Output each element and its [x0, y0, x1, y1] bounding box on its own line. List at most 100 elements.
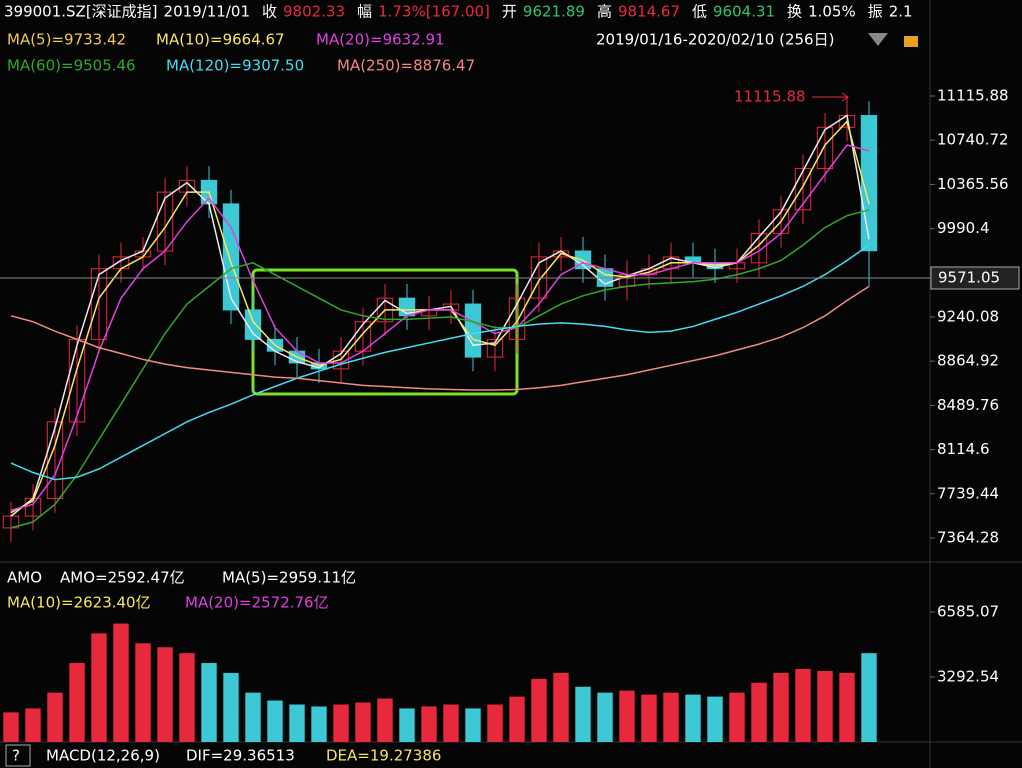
volume-bar — [685, 694, 701, 742]
candle-body — [332, 350, 350, 370]
volume-legend: AMO=2592.47亿 — [60, 569, 185, 587]
volume-bar — [773, 672, 789, 742]
candle-body — [794, 168, 812, 211]
legend-entry: MA(60)=9505.46 — [7, 57, 136, 75]
volume-bar — [377, 698, 393, 742]
volume-bar — [289, 704, 305, 742]
y-tick-label: 8114.6 — [937, 440, 990, 458]
volume-bar — [25, 708, 41, 742]
volume-bar — [421, 706, 437, 742]
header-label: 399001.SZ[深证成指] — [4, 3, 158, 21]
y-tick-label: 8489.76 — [937, 396, 999, 414]
y-tick-label: 10365.56 — [937, 175, 1009, 193]
volume-bar — [465, 708, 481, 742]
volume-bar — [575, 686, 591, 742]
ma-line — [10, 114, 870, 517]
dropdown-icon[interactable] — [868, 33, 888, 46]
header-value: 2019/11/01 — [164, 3, 250, 21]
legend-entry: MA(20)=9632.91 — [316, 31, 445, 49]
volume-bar — [223, 672, 239, 742]
volume-bar — [399, 708, 415, 742]
candle-body — [816, 126, 834, 170]
volume-bar — [641, 694, 657, 742]
max-arrow — [812, 92, 849, 102]
volume-bar — [267, 700, 283, 742]
header-label: 收 — [262, 3, 277, 21]
max-label: 11115.88 — [734, 88, 806, 106]
volume-bar — [311, 706, 327, 742]
volume-bar — [663, 692, 679, 742]
y-tick-label: 9240.08 — [937, 307, 999, 325]
crosshair-box — [930, 266, 1020, 290]
header-label: 低 — [692, 3, 707, 21]
legend-entry: MA(250)=8876.47 — [337, 57, 475, 75]
volume-bar — [553, 672, 569, 742]
header-value: 9621.89 — [523, 3, 585, 21]
header-value: 9814.67 — [618, 3, 680, 21]
plot — [2, 95, 878, 742]
volume-legend: MA(10)=2623.40亿 — [7, 594, 151, 612]
volume-bar — [179, 653, 195, 742]
y-tick-label: 11115.88 — [937, 86, 1009, 104]
volume-bar — [157, 647, 173, 742]
volume-bar — [135, 643, 151, 742]
y-tick-label: 7739.44 — [937, 484, 999, 502]
y-tick-label: 6585.07 — [937, 603, 999, 621]
candle-body — [750, 232, 768, 264]
volume-bar — [47, 692, 63, 742]
legend-entry: MA(5)=9733.42 — [7, 31, 126, 49]
volume-title: AMO — [7, 569, 42, 587]
header-label: 高 — [597, 3, 612, 21]
header-value: 2.1 — [889, 3, 913, 21]
header-label: 开 — [502, 3, 517, 21]
legend-entry: MA(120)=9307.50 — [166, 57, 304, 75]
date-range[interactable]: 2019/01/16-2020/02/10 (256日) — [596, 31, 834, 49]
volume-bar — [69, 663, 85, 742]
volume-bar — [487, 704, 503, 742]
y-tick-label: 7364.28 — [937, 528, 999, 546]
volume-bar — [3, 712, 19, 742]
ma-line — [10, 285, 870, 391]
macd-dif: DIF=29.36513 — [186, 747, 295, 765]
legend-entry: MA(10)=9664.67 — [156, 31, 285, 49]
volume-bar — [619, 690, 635, 742]
volume-bar — [201, 663, 217, 742]
candle-body — [46, 421, 64, 499]
volume-bar — [707, 696, 723, 742]
volume-bar — [245, 692, 261, 742]
volume-bar — [751, 682, 767, 742]
header-value: 1.73%[167.00] — [378, 3, 490, 21]
candle-body — [244, 309, 262, 340]
y-tick-label: 8864.92 — [937, 352, 999, 370]
y-tick-label: 10740.72 — [937, 131, 1009, 149]
volume-bar — [355, 702, 371, 742]
volume-bar — [795, 668, 811, 742]
header-label: 幅 — [357, 3, 372, 21]
volume-bar — [817, 670, 833, 742]
volume-legend: MA(5)=2959.11亿 — [222, 569, 356, 587]
crosshair-label: 9571.05 — [938, 268, 1000, 286]
volume-bar — [91, 633, 107, 742]
header-label: 换 — [787, 3, 802, 21]
volume-legend: MA(20)=2572.76亿 — [185, 594, 329, 612]
candle-body — [464, 303, 482, 358]
macd-title: MACD(12,26,9) — [46, 747, 160, 765]
ma-line — [10, 144, 870, 511]
volume-bar — [839, 672, 855, 742]
header-value: 1.05% — [808, 3, 856, 21]
ma-line — [10, 244, 870, 481]
help-button[interactable] — [5, 744, 31, 767]
header-value: 9604.31 — [713, 3, 775, 21]
header-value: 9802.33 — [283, 3, 345, 21]
volume-bar — [729, 692, 745, 742]
volume-bar — [443, 704, 459, 742]
lock-icon[interactable] — [904, 36, 918, 47]
candle-body — [486, 338, 504, 358]
help-text[interactable]: ? — [12, 747, 20, 765]
volume-bar — [531, 678, 547, 742]
macd-dea: DEA=19.27386 — [326, 747, 441, 765]
y-tick-label: 9990.4 — [937, 219, 990, 237]
volume-bar — [113, 623, 129, 742]
volume-bar — [333, 704, 349, 742]
